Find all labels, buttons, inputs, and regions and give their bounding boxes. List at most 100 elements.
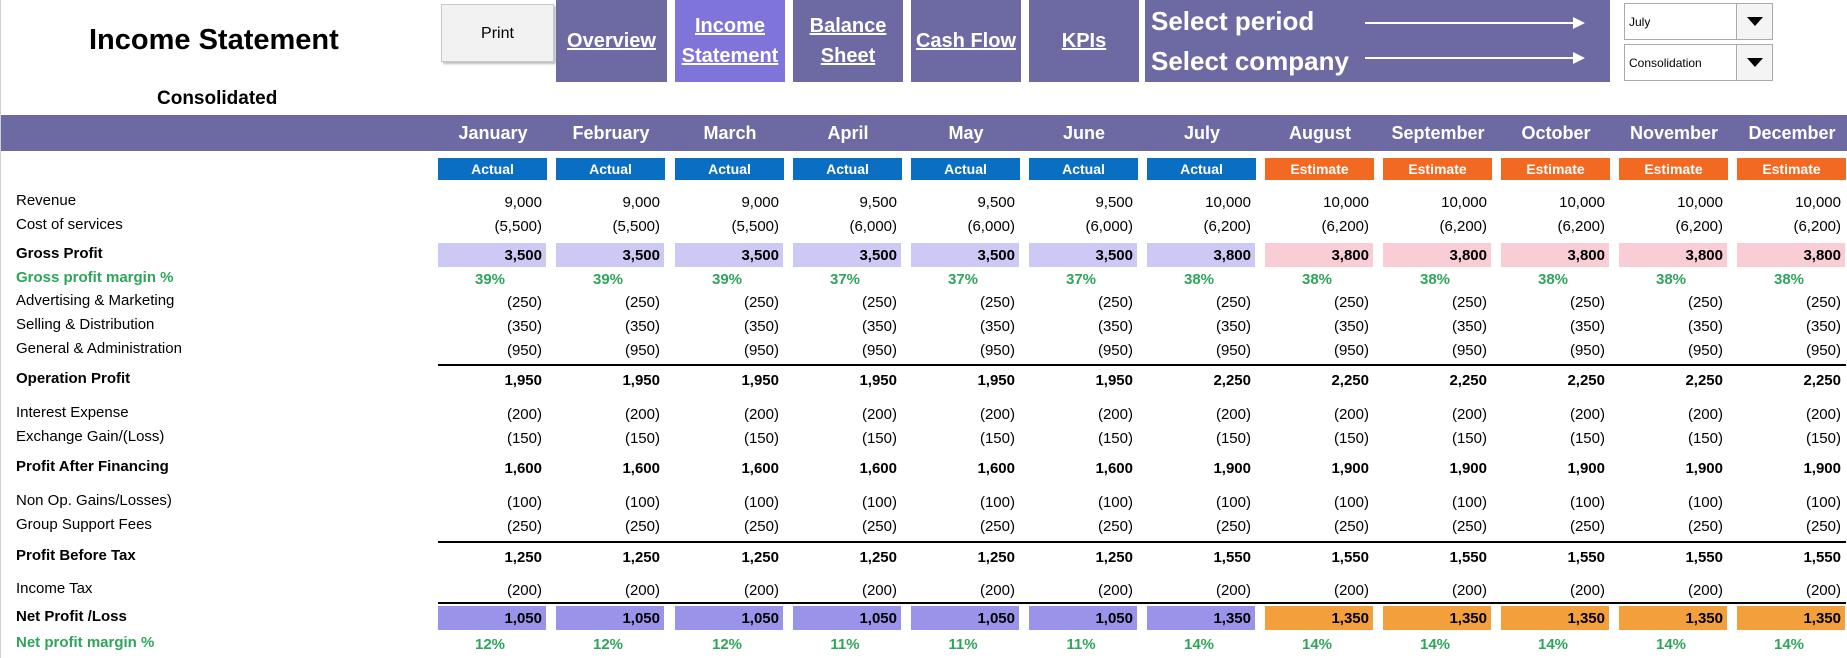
table-cell: 12%	[711, 635, 743, 653]
table-cell: 1,050	[793, 606, 901, 630]
nav-balance-sheet-label: Balance Sheet	[809, 15, 887, 67]
table-cell: 1,900	[1213, 459, 1251, 477]
month-header: February	[572, 122, 650, 143]
table-cell: (6,000)	[1085, 217, 1133, 235]
table-cell: 38%	[1419, 270, 1451, 288]
table-cell: (250)	[1097, 293, 1133, 311]
row-label: Cost of services	[16, 216, 123, 233]
table-cell: (950)	[1333, 341, 1369, 359]
table-cell: (150)	[506, 429, 542, 447]
table-cell: 1,900	[1685, 459, 1723, 477]
company-dropdown-button[interactable]	[1736, 45, 1772, 80]
table-cell: (100)	[1805, 493, 1841, 511]
period-dropdown[interactable]: July	[1624, 3, 1773, 40]
table-cell: 14%	[1773, 635, 1805, 653]
table-cell: (950)	[1687, 341, 1723, 359]
actual-badge: Actual	[1029, 158, 1138, 180]
table-cell: (200)	[1569, 405, 1605, 423]
table-cell: 1,050	[911, 606, 1019, 630]
table-cell: (250)	[1215, 293, 1251, 311]
table-cell: (250)	[1805, 517, 1841, 535]
table-cell: 1,350	[1147, 606, 1255, 630]
table-cell: (950)	[861, 341, 897, 359]
table-cell: 1,050	[675, 606, 783, 630]
nav-balance-sheet-button[interactable]: Balance Sheet	[793, 0, 903, 82]
nav-overview-button[interactable]: Overview	[556, 0, 667, 82]
table-cell: 1,600	[1095, 459, 1133, 477]
table-cell: (100)	[1569, 493, 1605, 511]
table-cell: 10,000	[1323, 193, 1369, 211]
table-cell: 1,350	[1737, 606, 1845, 630]
actual-badge: Actual	[911, 158, 1020, 180]
row-label: Income Tax	[16, 580, 93, 597]
table-cell: (250)	[743, 517, 779, 535]
month-header: December	[1748, 122, 1836, 143]
table-cell: (100)	[1333, 493, 1369, 511]
table-cell: (250)	[624, 293, 660, 311]
table-cell: (250)	[1569, 517, 1605, 535]
nav-cash-flow-button[interactable]: Cash Flow	[911, 0, 1021, 82]
page-title: Income Statement	[89, 24, 339, 56]
table-row: Gross profit margin % 39% 39% 39% 37% 37% 37% 3…	[1, 267, 1847, 291]
table-row: Net Profit /Loss 1,050 1,050 1,050 1,050 1,05…	[1, 606, 1847, 630]
table-cell: (100)	[743, 493, 779, 511]
table-cell: 1,250	[859, 548, 897, 566]
row-label: Selling & Distribution	[16, 316, 155, 333]
table-cell: 37%	[1065, 270, 1097, 288]
table-cell: 3,800	[1619, 243, 1727, 267]
table-row: Exchange Gain/(Loss) (150) (150) (150) (150)…	[1, 426, 1847, 450]
table-cell: (6,200)	[1203, 217, 1251, 235]
table-cell: (250)	[1097, 517, 1133, 535]
row-label: Group Support Fees	[16, 516, 152, 533]
table-cell: 11%	[830, 635, 860, 653]
table-cell: (250)	[1569, 293, 1605, 311]
table-cell: (6,000)	[967, 217, 1015, 235]
table-cell: (200)	[1687, 581, 1723, 599]
table-cell: 9,000	[741, 193, 779, 211]
table-cell: (200)	[861, 581, 897, 599]
table-cell: 2,250	[1213, 371, 1251, 389]
table-cell: 1,550	[1331, 548, 1369, 566]
nav-kpis-button[interactable]: KPIs	[1029, 0, 1139, 82]
nav-income-statement-button[interactable]: Income Statement	[675, 0, 785, 82]
table-cell: 1,250	[622, 548, 660, 566]
period-dropdown-button[interactable]	[1736, 4, 1772, 39]
table-cell: 1,250	[504, 548, 542, 566]
table-cell: 1,550	[1685, 548, 1723, 566]
table-cell: 9,000	[504, 193, 542, 211]
table-row: Cost of services (5,500) (5,500) (5,500) (6,…	[1, 214, 1847, 238]
table-cell: (250)	[979, 293, 1015, 311]
table-cell: (250)	[1451, 293, 1487, 311]
table-cell: (150)	[743, 429, 779, 447]
company-arrow-line	[1365, 57, 1575, 59]
table-cell: (150)	[624, 429, 660, 447]
table-cell: (200)	[743, 581, 779, 599]
actual-badge: Actual	[793, 158, 902, 180]
table-cell: 14%	[1537, 635, 1569, 653]
table-cell: (950)	[624, 341, 660, 359]
table-cell: (200)	[624, 405, 660, 423]
table-cell: (200)	[1805, 581, 1841, 599]
table-cell: (150)	[1569, 429, 1605, 447]
table-cell: (150)	[1215, 429, 1251, 447]
table-cell: (350)	[1333, 317, 1369, 335]
estimate-badge: Estimate	[1737, 158, 1846, 180]
table-cell: 1,950	[1095, 371, 1133, 389]
table-cell: (6,200)	[1321, 217, 1369, 235]
table-cell: 12%	[592, 635, 624, 653]
table-row: Selling & Distribution (350) (350) (350) (35…	[1, 314, 1847, 338]
estimate-badge: Estimate	[1265, 158, 1374, 180]
company-dropdown-value: Consolidation	[1629, 55, 1702, 70]
table-cell: 14%	[1183, 635, 1215, 653]
month-header: May	[948, 122, 984, 143]
estimate-badge: Estimate	[1619, 158, 1728, 180]
company-dropdown[interactable]: Consolidation	[1624, 44, 1773, 81]
month-header: August	[1289, 122, 1351, 143]
table-cell: 1,250	[977, 548, 1015, 566]
table-cell: 10,000	[1205, 193, 1251, 211]
table-cell: (350)	[1687, 317, 1723, 335]
print-button[interactable]: Print	[441, 4, 554, 62]
table-cell: (100)	[1215, 493, 1251, 511]
page-subtitle: Consolidated	[157, 88, 278, 109]
table-cell: (150)	[861, 429, 897, 447]
